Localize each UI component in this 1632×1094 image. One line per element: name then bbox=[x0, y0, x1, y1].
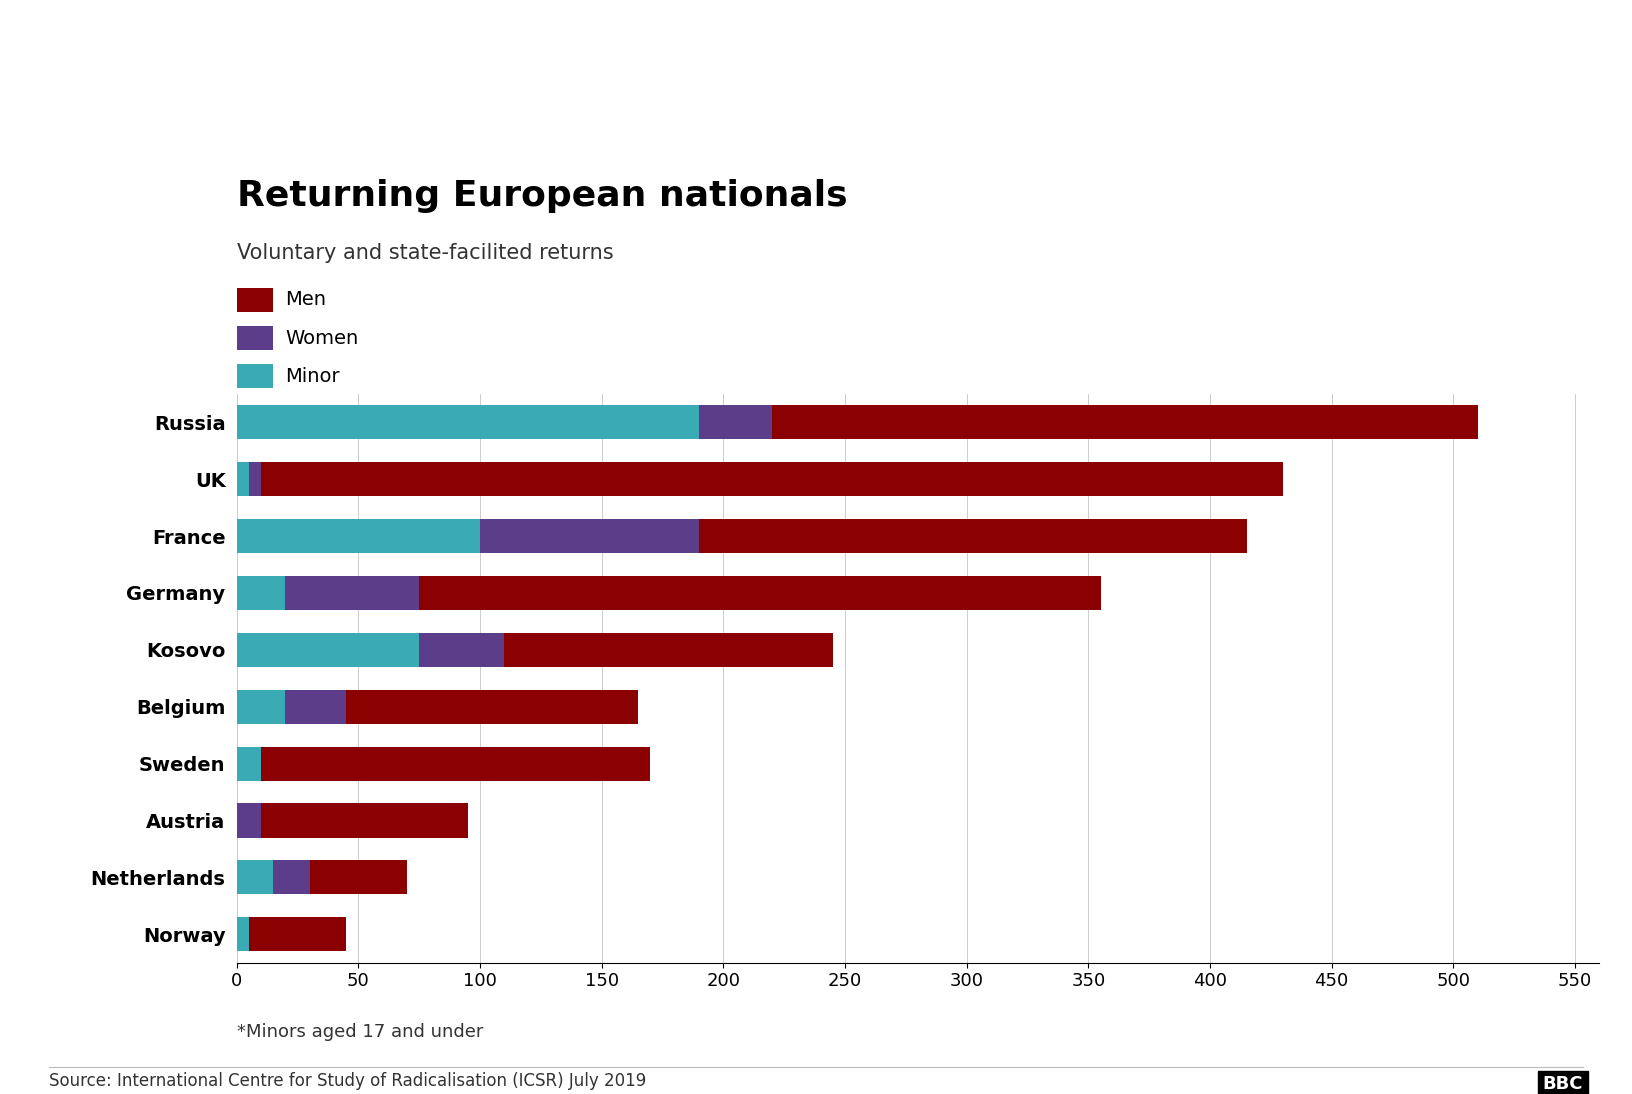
Bar bbox=[237, 860, 273, 895]
Bar bbox=[237, 405, 698, 440]
Bar bbox=[346, 689, 638, 724]
Text: Minor: Minor bbox=[286, 366, 339, 386]
Bar bbox=[772, 405, 1477, 440]
Text: Returning European nationals: Returning European nationals bbox=[237, 179, 847, 213]
Bar bbox=[237, 803, 261, 838]
Bar bbox=[237, 917, 248, 952]
Bar bbox=[419, 632, 504, 667]
Bar bbox=[698, 405, 772, 440]
Bar bbox=[273, 860, 310, 895]
Bar bbox=[237, 689, 286, 724]
Bar bbox=[504, 632, 832, 667]
Bar bbox=[419, 575, 1100, 610]
Bar bbox=[248, 462, 261, 497]
Bar bbox=[237, 462, 248, 497]
Text: Source: International Centre for Study of Radicalisation (ICSR) July 2019: Source: International Centre for Study o… bbox=[49, 1072, 646, 1090]
Bar bbox=[261, 462, 1283, 497]
Bar bbox=[698, 519, 1247, 554]
Text: BBC: BBC bbox=[1542, 1075, 1583, 1093]
Bar bbox=[480, 519, 698, 554]
Bar bbox=[310, 860, 406, 895]
Text: Men: Men bbox=[286, 290, 326, 310]
Bar bbox=[286, 689, 346, 724]
Bar bbox=[261, 746, 650, 781]
Text: Voluntary and state-facilited returns: Voluntary and state-facilited returns bbox=[237, 243, 614, 263]
Bar bbox=[237, 746, 261, 781]
Bar bbox=[237, 575, 286, 610]
Text: Women: Women bbox=[286, 328, 359, 348]
Bar bbox=[237, 632, 419, 667]
Bar bbox=[248, 917, 346, 952]
Text: *Minors aged 17 and under: *Minors aged 17 and under bbox=[237, 1023, 483, 1040]
Bar bbox=[261, 803, 468, 838]
Bar bbox=[237, 519, 480, 554]
Bar bbox=[286, 575, 419, 610]
